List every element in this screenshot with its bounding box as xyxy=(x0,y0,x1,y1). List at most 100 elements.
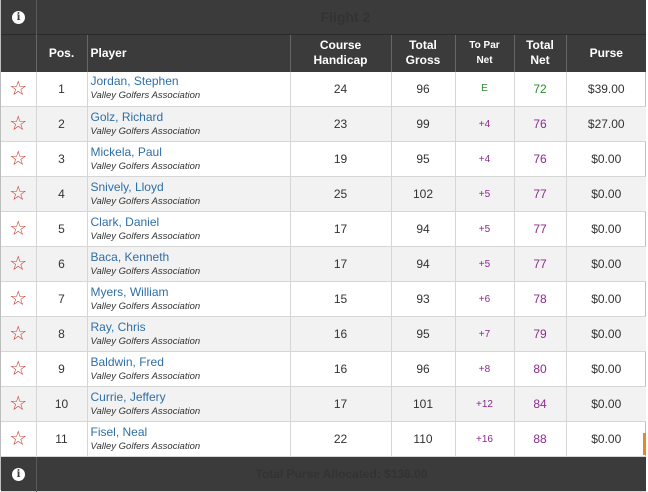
favorite-star-icon[interactable]: ☆ xyxy=(1,141,37,177)
purse-cell: $0.00 xyxy=(591,432,622,446)
player-name-link[interactable]: Clark, Daniel xyxy=(90,214,160,229)
column-headers: Pos. Player Course Handicap Total Gross To… xyxy=(1,34,646,72)
favorite-star-icon[interactable]: ☆ xyxy=(1,421,37,457)
info-icon: i xyxy=(12,11,25,25)
course-handicap-cell: 17 xyxy=(290,211,392,247)
player-name-link[interactable]: Fisel, Neal xyxy=(90,424,148,439)
favorite-star-icon[interactable]: ☆ xyxy=(1,281,37,317)
purse-cell: $0.00 xyxy=(591,397,622,411)
total-net-cell: 77 xyxy=(514,246,567,282)
total-gross-cell: 110 xyxy=(391,421,456,457)
pos-cell: 4 xyxy=(36,176,88,212)
player-name-link[interactable]: Golz, Richard xyxy=(90,109,164,124)
pos-cell: 2 xyxy=(36,106,88,142)
player-association: Valley Golfers Association xyxy=(90,195,201,207)
to-par-net-cell: +4 xyxy=(455,106,515,142)
pos-cell: 5 xyxy=(36,211,88,247)
footer-table: i Total Purse Allocated: $136.00 xyxy=(1,457,646,492)
total-purse-label: Total Purse Allocated: $136.00 xyxy=(255,466,428,481)
favorite-star-icon[interactable]: ☆ xyxy=(1,71,37,107)
player-header[interactable]: Player xyxy=(87,34,291,72)
flight-header-table: i Flight 2 xyxy=(1,0,646,35)
pos-cell: 6 xyxy=(36,246,88,282)
pos-header[interactable]: Pos. xyxy=(36,34,88,72)
to-par-net-cell: +5 xyxy=(455,176,515,212)
table-row: ☆ 3 Mickela, Paul Valley Golfers Associatio… xyxy=(1,141,646,177)
total-gross-cell: 96 xyxy=(391,351,456,387)
purse-header[interactable]: Purse xyxy=(589,45,623,60)
total-net-cell: 77 xyxy=(514,211,567,247)
to-par-net-cell: +16 xyxy=(455,421,515,457)
total-gross-cell: 95 xyxy=(391,316,456,352)
table-row: ☆ 10 Currie, Jeffery Valley Golfers Associa… xyxy=(1,386,646,422)
total-net-cell: 80 xyxy=(514,351,567,387)
flight-header: i Flight 2 xyxy=(1,0,646,34)
player-association: Valley Golfers Association xyxy=(90,90,201,102)
total-gross-cell: 101 xyxy=(391,386,456,422)
player-name-link[interactable]: Snively, Lloyd xyxy=(90,179,164,194)
table-row: ☆ 7 Myers, William Valley Golfers Associati… xyxy=(1,281,646,317)
purse-cell: $0.00 xyxy=(591,362,622,376)
course-handicap-cell: 15 xyxy=(290,281,392,317)
total-gross-cell: 99 xyxy=(391,106,456,142)
course-handicap-cell: 24 xyxy=(290,71,392,107)
table-row: ☆ 5 Clark, Daniel Valley Golfers Associatio… xyxy=(1,211,646,247)
pos-cell: 8 xyxy=(36,316,88,352)
favorite-star-icon[interactable]: ☆ xyxy=(1,176,37,212)
to-par-net-cell: +6 xyxy=(455,281,515,317)
flight-info-button[interactable]: i xyxy=(1,0,37,34)
footer-info-button[interactable]: i xyxy=(1,457,37,491)
table-row: ☆ 6 Baca, Kenneth Valley Golfers Associatio… xyxy=(1,246,646,282)
total-net-cell: 78 xyxy=(514,281,567,317)
favorite-star-icon[interactable]: ☆ xyxy=(1,106,37,142)
purse-cell: $27.00 xyxy=(587,117,625,131)
player-cell: Currie, Jeffery Valley Golfers Associatio… xyxy=(87,386,291,422)
player-cell: Ray, Chris Valley Golfers Association xyxy=(87,316,291,352)
pos-cell: 11 xyxy=(36,421,88,457)
player-cell: Jordan, Stephen Valley Golfers Associatio… xyxy=(87,71,291,107)
player-association: Valley Golfers Association xyxy=(90,440,201,452)
player-name-link[interactable]: Baldwin, Fred xyxy=(90,354,164,369)
player-name-link[interactable]: Mickela, Paul xyxy=(90,144,162,159)
to-par-net-cell: +8 xyxy=(455,351,515,387)
to-par-net-header[interactable]: To Par Net xyxy=(455,34,515,72)
course-handicap-cell: 16 xyxy=(290,316,392,352)
favorite-star-icon[interactable]: ☆ xyxy=(1,246,37,282)
table-row: ☆ 11 Fisel, Neal Valley Golfers Association… xyxy=(1,421,646,457)
player-name-link[interactable]: Myers, William xyxy=(90,284,169,299)
to-par-net-cell: +4 xyxy=(455,141,515,177)
player-cell: Myers, William Valley Golfers Association xyxy=(87,281,291,317)
total-gross-header[interactable]: Total Gross xyxy=(391,34,456,72)
favorite-star-icon[interactable]: ☆ xyxy=(1,316,37,352)
player-name-link[interactable]: Ray, Chris xyxy=(90,319,146,334)
player-name-link[interactable]: Jordan, Stephen xyxy=(90,74,179,89)
player-name-link[interactable]: Currie, Jeffery xyxy=(90,389,166,404)
total-gross-cell: 94 xyxy=(391,246,456,282)
pos-cell: 3 xyxy=(36,141,88,177)
course-handicap-header[interactable]: Course Handicap xyxy=(290,34,392,72)
course-handicap-cell: 17 xyxy=(290,386,392,422)
to-par-net-cell: +5 xyxy=(455,246,515,282)
favorite-star-icon[interactable]: ☆ xyxy=(1,211,37,247)
table-row: ☆ 9 Baldwin, Fred Valley Golfers Associatio… xyxy=(1,351,646,387)
to-par-net-cell: +7 xyxy=(455,316,515,352)
player-association: Valley Golfers Association xyxy=(90,160,201,172)
favorite-star-icon[interactable]: ☆ xyxy=(1,386,37,422)
player-cell: Mickela, Paul Valley Golfers Association xyxy=(87,141,291,177)
purse-cell: $0.00 xyxy=(591,257,622,271)
player-association: Valley Golfers Association xyxy=(90,230,201,242)
table-row: ☆ 2 Golz, Richard Valley Golfers Associatio… xyxy=(1,106,646,142)
player-association: Valley Golfers Association xyxy=(90,300,201,312)
player-association: Valley Golfers Association xyxy=(90,265,201,277)
total-net-header[interactable]: Total Net xyxy=(514,34,567,72)
favorite-col-header xyxy=(1,34,37,72)
purse-cell: $39.00 xyxy=(587,81,625,96)
player-name-link[interactable]: Baca, Kenneth xyxy=(90,249,170,264)
total-gross-cell: 93 xyxy=(391,281,456,317)
to-par-net-cell: +5 xyxy=(455,211,515,247)
table-row: ☆ 4 Snively, Lloyd Valley Golfers Associati… xyxy=(1,176,646,212)
total-net-cell: 76 xyxy=(514,141,567,177)
favorite-star-icon[interactable]: ☆ xyxy=(1,351,37,387)
to-par-net-cell: E xyxy=(455,71,515,107)
